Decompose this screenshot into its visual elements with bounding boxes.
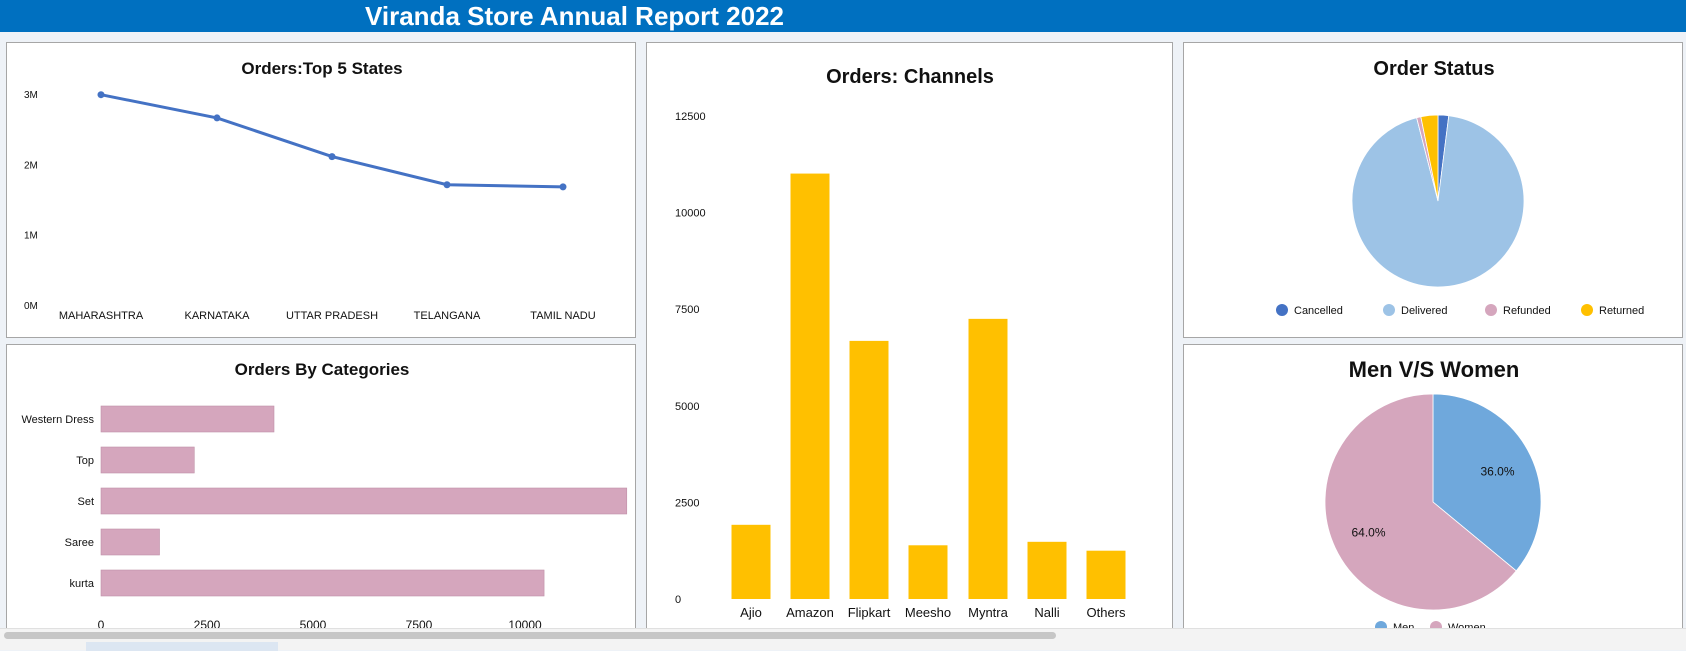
legend-label: Men — [1393, 622, 1414, 630]
report-header: Viranda Store Annual Report 2022 — [0, 0, 1686, 32]
legend-marker — [1375, 621, 1387, 629]
channel-bar — [968, 318, 1008, 599]
chart-title: Orders:Top 5 States — [241, 59, 402, 78]
x-tick-label: UTTAR PRADESH — [286, 310, 378, 322]
chart-title: Order Status — [1373, 58, 1494, 80]
x-tick-label: 2500 — [194, 618, 221, 630]
y-tick-label: 5000 — [675, 401, 699, 413]
category-label: Top — [76, 455, 94, 467]
data-point — [213, 114, 221, 122]
x-tick-label: Amazon — [786, 605, 834, 620]
data-point — [559, 183, 567, 191]
categories-bar-chart: Orders By Categories Western Dress Top Set S… — [21, 360, 628, 630]
data-point — [443, 181, 451, 189]
category-bar — [100, 446, 195, 474]
data-label: 64.0% — [1351, 525, 1385, 539]
data-point — [328, 153, 336, 161]
channel-bar — [731, 524, 771, 599]
series-line — [100, 93, 564, 189]
category-bar — [100, 487, 628, 515]
y-tick-label: 1M — [24, 231, 38, 242]
legend-marker — [1383, 304, 1395, 316]
status-pie-slice — [1420, 114, 1439, 202]
gender-pie-chart: Men V/S Women 36.0% 64.0% Men Women — [1324, 357, 1542, 630]
channel-bar — [790, 173, 830, 599]
x-tick-label: 7500 — [406, 618, 433, 630]
x-tick-label: 5000 — [300, 618, 327, 630]
legend-label: Cancelled — [1294, 305, 1343, 317]
x-tick-label: Flipkart — [848, 605, 891, 620]
legend-label: Refunded — [1503, 305, 1551, 317]
category-label: kurta — [70, 578, 95, 590]
y-tick-label: 7500 — [675, 304, 699, 316]
chart-title: Orders By Categories — [235, 360, 410, 379]
legend-label: Returned — [1599, 305, 1644, 317]
legend-marker — [1581, 304, 1593, 316]
scrollbar-thumb[interactable] — [4, 632, 1056, 639]
y-tick-label: 2500 — [675, 497, 699, 509]
data-label: 36.0% — [1480, 465, 1514, 479]
channel-bar — [849, 340, 889, 599]
report-title: Viranda Store Annual Report 2022 — [365, 1, 785, 31]
y-tick-label: 10000 — [675, 208, 706, 220]
states-line-chart-panel: Orders:Top 5 States 0M 1M 2M 3M MAHARASHTRA KA… — [6, 42, 636, 338]
y-tick-label: 2M — [24, 160, 38, 171]
channel-bar — [1027, 541, 1067, 599]
states-line-chart: Orders:Top 5 States 0M 1M 2M 3M MAHARASHTRA KA… — [24, 59, 596, 322]
gender-pie-panel: Men V/S Women 36.0% 64.0% Men Women — [1183, 344, 1683, 630]
category-bar — [100, 569, 545, 597]
order-status-pie-chart: Order Status Cancelled Delivered Refunded Re… — [1276, 58, 1644, 317]
x-tick-label: TELANGANA — [414, 310, 481, 322]
sheet-tab[interactable] — [86, 642, 278, 651]
chart-title: Orders: Channels — [826, 66, 994, 88]
category-bar — [100, 405, 275, 433]
horizontal-scrollbar[interactable] — [0, 628, 1686, 651]
x-tick-label: Others — [1086, 605, 1126, 620]
order-status-pie-panel: Order Status Cancelled Delivered Refunded Re… — [1183, 42, 1683, 338]
data-point — [97, 91, 105, 99]
status-pie-slice — [1351, 115, 1525, 288]
legend-label: Delivered — [1401, 305, 1447, 317]
categories-bar-chart-panel: Orders By Categories Western Dress Top Set S… — [6, 344, 636, 630]
gender-pie-slice — [1324, 393, 1517, 611]
channels-bar-chart: Orders: Channels 0 2500 5000 7500 10000 12500 A… — [675, 66, 1126, 620]
x-tick-label: MAHARASHTRA — [59, 310, 144, 322]
y-tick-label: 0 — [675, 594, 681, 606]
legend-label: Women — [1448, 622, 1486, 630]
x-tick-label: TAMIL NADU — [530, 310, 595, 322]
x-tick-label: Meesho — [905, 605, 951, 620]
x-tick-label: Ajio — [740, 605, 762, 620]
x-tick-label: Nalli — [1034, 605, 1059, 620]
category-label: Set — [77, 496, 94, 508]
legend-marker — [1485, 304, 1497, 316]
x-tick-label: KARNATAKA — [185, 310, 251, 322]
category-bar — [100, 528, 160, 556]
channels-bar-chart-panel: Orders: Channels 0 2500 5000 7500 10000 12500 A… — [646, 42, 1173, 630]
category-label: Western Dress — [21, 414, 94, 426]
x-tick-label: Myntra — [968, 605, 1009, 620]
y-tick-label: 3M — [24, 90, 38, 101]
y-tick-label: 0M — [24, 301, 38, 312]
legend-marker — [1276, 304, 1288, 316]
chart-title: Men V/S Women — [1349, 357, 1520, 382]
x-tick-label: 0 — [98, 618, 105, 630]
channel-bar — [1086, 550, 1126, 599]
y-tick-label: 12500 — [675, 111, 706, 123]
category-label: Saree — [65, 537, 94, 549]
legend-marker — [1430, 621, 1442, 629]
channel-bar — [908, 545, 948, 599]
x-tick-label: 10000 — [508, 618, 542, 630]
gender-pie-slice — [1432, 393, 1542, 572]
